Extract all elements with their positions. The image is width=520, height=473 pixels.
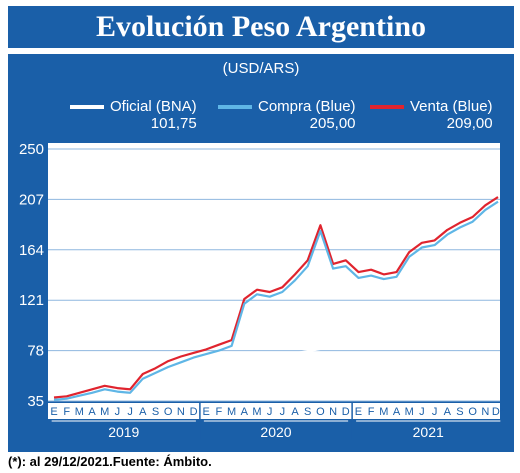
- legend-label-oficial: Oficial (BNA): [110, 98, 197, 115]
- x-tick-label-29: J: [419, 406, 425, 418]
- x-tick-label-19: A: [291, 406, 299, 418]
- legend-swatch-compra: [218, 105, 252, 110]
- x-tick-label-26: M: [379, 406, 388, 418]
- x-tick-label-16: M: [252, 406, 261, 418]
- legend-value-oficial: 101,75: [150, 115, 197, 132]
- x-tick-label-31: A: [444, 406, 452, 418]
- y-tick-label-5: 250: [19, 141, 44, 158]
- plot-area: [48, 143, 500, 401]
- x-tick-label-35: D*: [492, 406, 505, 418]
- x-tick-label-11: D: [190, 406, 198, 418]
- x-tick-label-14: M: [227, 406, 236, 418]
- legend-label-compra: Compra (Blue): [258, 98, 356, 115]
- x-tick-label-10: N: [177, 406, 185, 418]
- legend-label-venta: Venta (Blue): [410, 98, 493, 115]
- y-tick-label-4: 207: [19, 191, 44, 208]
- x-tick-label-15: A: [241, 406, 249, 418]
- x-tick-label-9: O: [164, 406, 173, 418]
- unit-label: (USD/ARS): [222, 60, 300, 77]
- x-tick-label-30: J: [432, 406, 438, 418]
- x-tick-label-5: J: [115, 406, 121, 418]
- series-line-2: [53, 196, 499, 399]
- x-tick-label-4: M: [100, 406, 109, 418]
- legend-venta: Venta (Blue) 209,00: [370, 98, 493, 132]
- x-tick-label-8: S: [152, 406, 159, 418]
- x-tick-label-28: M: [405, 406, 414, 418]
- year-label-2: 2021: [413, 424, 444, 440]
- y-tick-label-2: 121: [19, 292, 44, 309]
- legend-compra: Compra (Blue) 205,00: [218, 98, 356, 132]
- x-tick-label-18: J: [280, 406, 286, 418]
- x-tick-label-32: S: [456, 406, 463, 418]
- year-label-0: 2019: [108, 424, 139, 440]
- x-axis-month-strip: [48, 403, 500, 419]
- x-tick-label-34: N: [481, 406, 489, 418]
- legend-swatch-oficial: [70, 105, 104, 110]
- legend-value-compra: 205,00: [309, 115, 356, 132]
- x-tick-label-1: F: [63, 406, 70, 418]
- x-tick-label-13: F: [216, 406, 223, 418]
- y-tick-label-0: 35: [27, 393, 44, 410]
- x-tick-label-17: J: [267, 406, 273, 418]
- chart-panel: (USD/ARS) Oficial (BNA) 101,75 Compra (B…: [8, 54, 514, 452]
- x-tick-label-20: S: [304, 406, 311, 418]
- x-tick-label-2: M: [75, 406, 84, 418]
- footnote: (*): al 29/12/2021.Fuente: Ámbito.: [8, 454, 212, 469]
- x-tick-label-0: E: [50, 406, 57, 418]
- x-tick-label-23: D: [342, 406, 350, 418]
- legend-value-venta: 209,00: [446, 115, 493, 132]
- series-line-1: [53, 200, 499, 401]
- x-tick-label-24: E: [355, 406, 362, 418]
- y-tick-label-1: 78: [27, 343, 44, 360]
- x-tick-label-6: J: [127, 406, 133, 418]
- x-tick-label-12: E: [203, 406, 210, 418]
- x-tick-label-7: A: [139, 406, 147, 418]
- legend-oficial: Oficial (BNA) 101,75: [70, 98, 197, 132]
- x-tick-label-33: O: [468, 406, 477, 418]
- x-tick-label-25: F: [368, 406, 375, 418]
- year-label-1: 2020: [260, 424, 291, 440]
- x-tick-label-22: N: [329, 406, 337, 418]
- chart-title: Evolución Peso Argentino: [8, 6, 514, 48]
- x-tick-label-21: O: [316, 406, 325, 418]
- x-tick-label-3: A: [88, 406, 96, 418]
- legend-swatch-venta: [370, 105, 404, 110]
- y-tick-label-3: 164: [19, 242, 44, 259]
- x-tick-label-27: A: [393, 406, 401, 418]
